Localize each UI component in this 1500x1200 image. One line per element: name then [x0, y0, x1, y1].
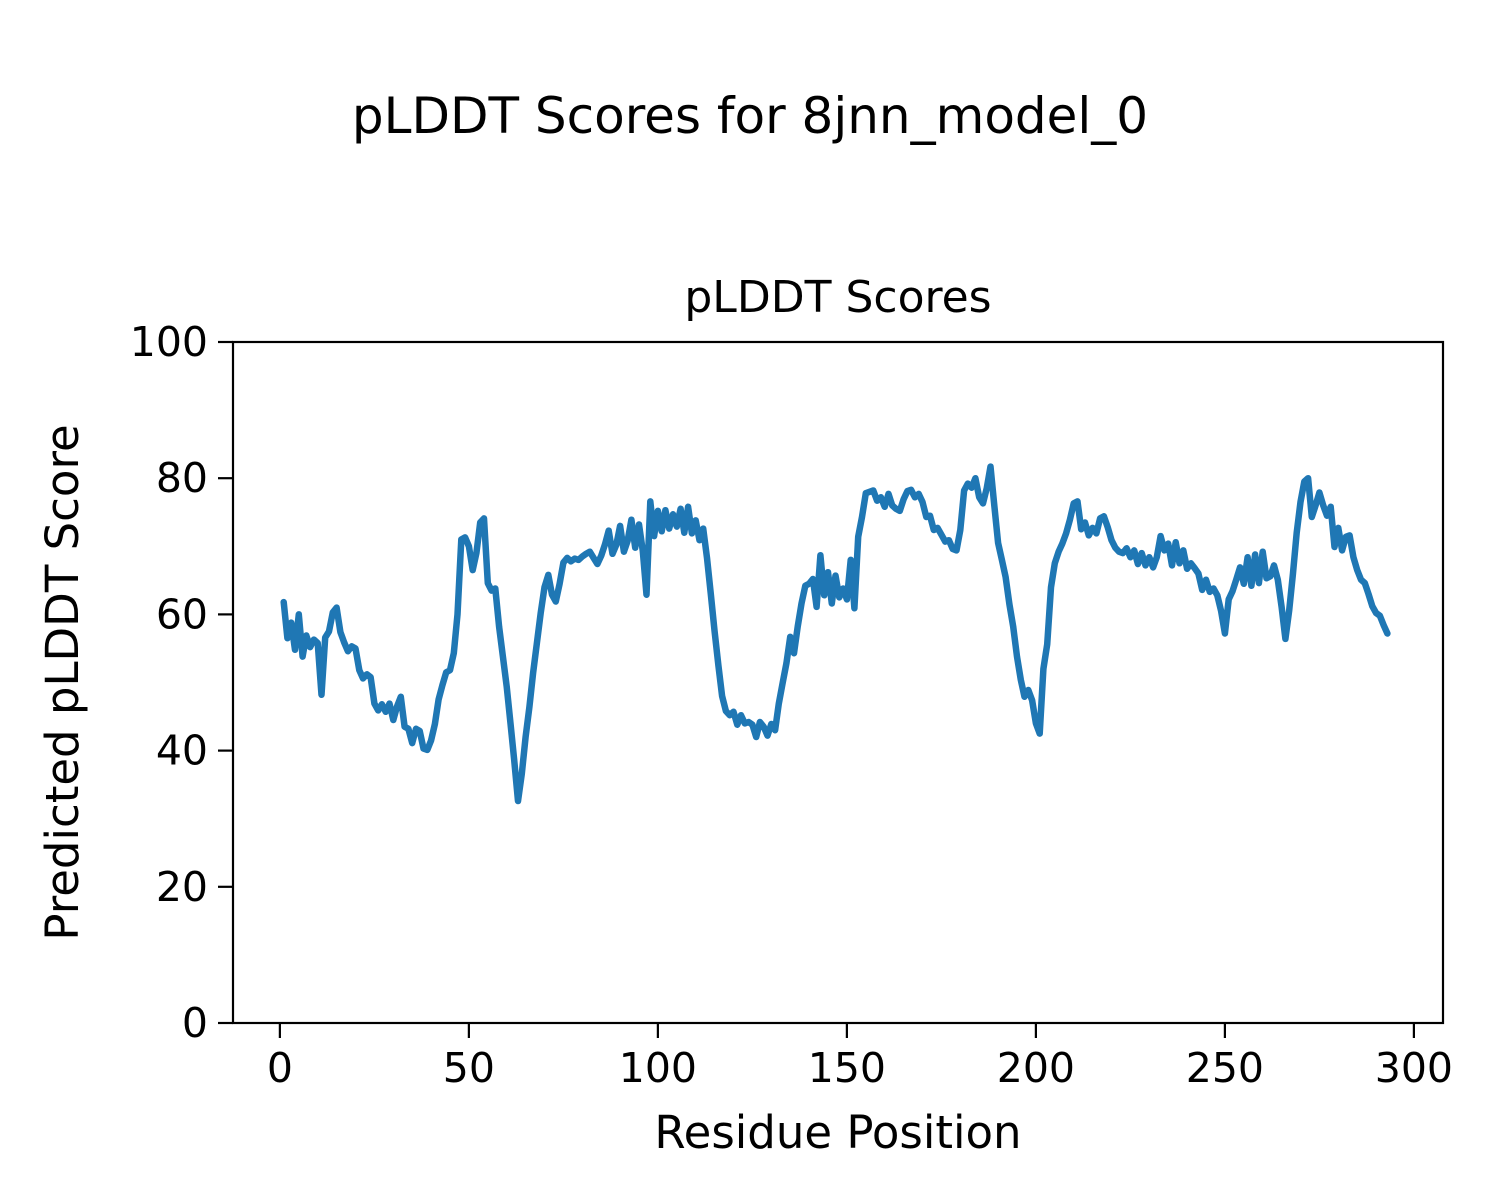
- plot-area: 0 50 100 150 200 250 300 0 20 40 60 80 100: [130, 318, 1453, 1092]
- x-tick-label: 0: [267, 1044, 293, 1092]
- y-tick-label: 100: [130, 318, 208, 366]
- y-axis-label: Predicted pLDDT Score: [36, 424, 89, 940]
- y-tick-label: 80: [156, 454, 208, 502]
- plddt-line: [280, 463, 1391, 805]
- x-axis-label: Residue Position: [654, 1106, 1021, 1159]
- x-tick-label: 250: [1186, 1044, 1264, 1092]
- y-tick-label: 0: [182, 999, 208, 1047]
- x-tick-label: 50: [443, 1044, 495, 1092]
- y-tick-label: 40: [156, 727, 208, 775]
- x-tick-label: 100: [619, 1044, 697, 1092]
- y-tick-label: 60: [156, 590, 208, 638]
- figure-suptitle: pLDDT Scores for 8jnn_model_0: [352, 87, 1148, 145]
- x-tick-label: 300: [1375, 1044, 1453, 1092]
- y-tick-label: 20: [156, 863, 208, 911]
- x-tick-label: 150: [808, 1044, 886, 1092]
- axes-title: pLDDT Scores: [684, 272, 991, 323]
- plot-frame: [231, 340, 1445, 1025]
- x-tick-label: 200: [997, 1044, 1075, 1092]
